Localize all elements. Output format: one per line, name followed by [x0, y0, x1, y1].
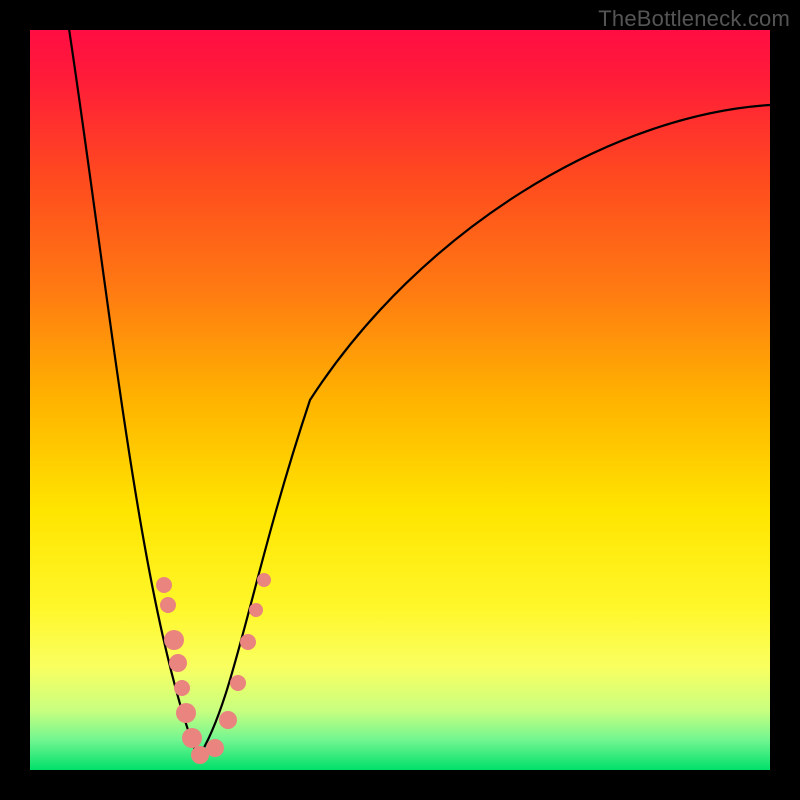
data-marker: [174, 680, 190, 696]
chart-container: TheBottleneck.com: [0, 0, 800, 800]
data-marker: [156, 577, 172, 593]
data-marker: [230, 675, 246, 691]
data-marker: [169, 654, 187, 672]
data-marker: [257, 573, 271, 587]
data-marker: [206, 739, 224, 757]
watermark-text: TheBottleneck.com: [598, 6, 790, 32]
data-marker: [240, 634, 256, 650]
data-marker: [182, 728, 202, 748]
bottleneck-chart: [0, 0, 800, 800]
data-marker: [249, 603, 263, 617]
data-marker: [164, 630, 184, 650]
plot-area: [30, 30, 770, 770]
data-marker: [160, 597, 176, 613]
data-marker: [219, 711, 237, 729]
data-marker: [176, 703, 196, 723]
